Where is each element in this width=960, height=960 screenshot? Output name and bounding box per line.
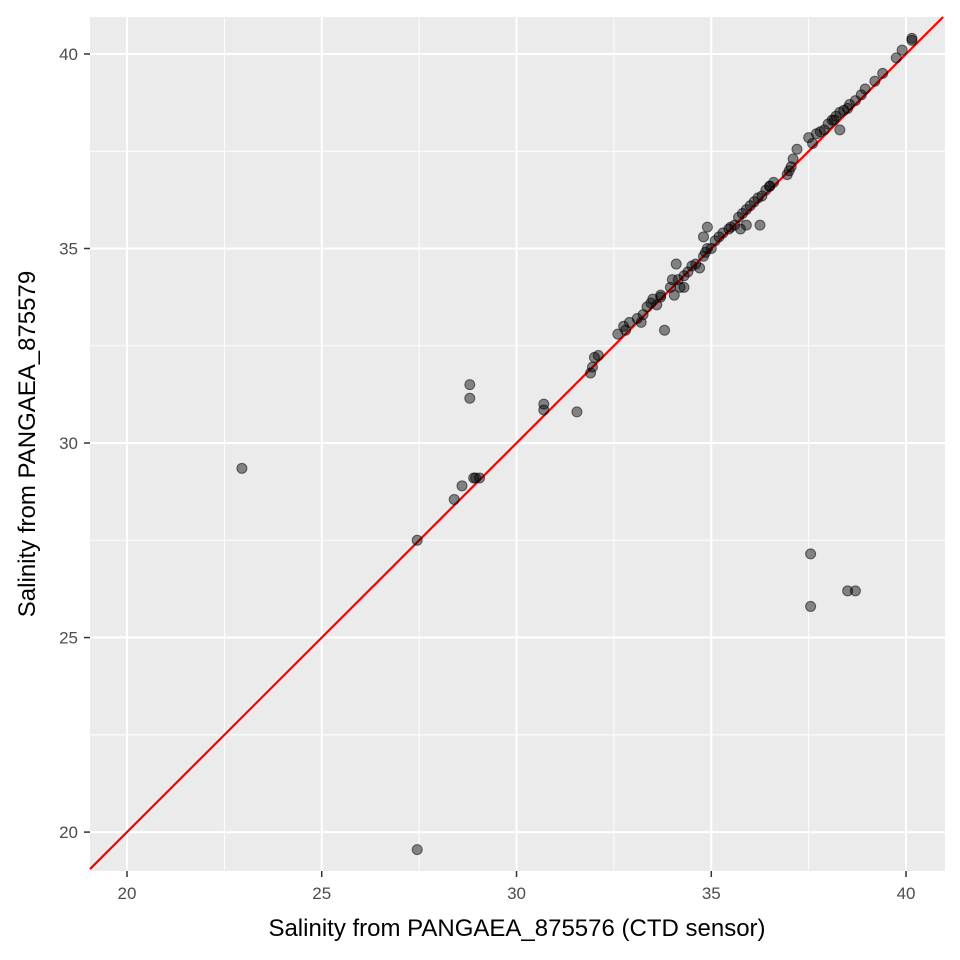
data-point (787, 153, 799, 165)
data-point (906, 32, 918, 44)
data-point (869, 75, 881, 87)
data-point (740, 219, 752, 231)
data-point (877, 67, 889, 79)
data-point (855, 89, 867, 101)
data-point (709, 235, 721, 247)
data-point (717, 227, 729, 239)
y-tick-label: 40 (59, 45, 78, 64)
data-point (571, 406, 583, 418)
data-point (748, 196, 760, 208)
data-point (448, 493, 460, 505)
data-point (744, 200, 756, 212)
data-point (470, 472, 482, 484)
data-point (682, 266, 694, 278)
data-point (725, 221, 737, 233)
data-point (740, 204, 752, 216)
axis-tick-labels: 20 25 30 35 40 20 25 30 35 40 (59, 45, 915, 903)
x-tick-label: 30 (507, 884, 526, 903)
data-point (697, 231, 709, 243)
data-point (791, 143, 803, 155)
data-point (859, 83, 871, 95)
y-tick-label: 30 (59, 434, 78, 453)
data-point (830, 110, 842, 122)
x-tick-label: 35 (702, 884, 721, 903)
data-point (701, 242, 713, 254)
x-tick-label: 25 (312, 884, 331, 903)
y-tick-label: 20 (59, 823, 78, 842)
y-tick-label: 35 (59, 239, 78, 258)
data-point (674, 281, 686, 293)
x-tick-label: 40 (897, 884, 916, 903)
data-point (713, 231, 725, 243)
data-points (236, 32, 918, 856)
data-point (668, 289, 680, 301)
data-point (723, 223, 735, 235)
data-point (464, 379, 476, 391)
data-point (236, 462, 248, 474)
data-point (592, 349, 604, 361)
data-point (670, 258, 682, 270)
data-point (756, 190, 768, 202)
data-point (701, 221, 713, 233)
data-point (631, 313, 643, 325)
data-point (586, 361, 598, 373)
data-point (764, 180, 776, 192)
data-point (736, 207, 748, 219)
data-point (655, 289, 667, 301)
data-point (678, 270, 690, 282)
data-point (456, 480, 468, 492)
data-point (844, 99, 856, 111)
identity-reference-line (89, 16, 944, 870)
data-point (678, 281, 690, 293)
axis-ticks (84, 53, 907, 877)
data-point (842, 585, 854, 597)
data-point (822, 118, 834, 130)
data-point (694, 262, 706, 274)
data-point (733, 211, 745, 223)
data-point (803, 132, 815, 144)
data-point (411, 534, 423, 546)
y-axis-title: Salinity from PANGAEA_875579 (14, 271, 41, 617)
data-point (896, 44, 908, 56)
data-point (585, 367, 597, 379)
data-point (818, 124, 830, 136)
data-point (620, 324, 632, 336)
y-tick-label: 25 (59, 629, 78, 648)
reference-line-layer (89, 16, 944, 870)
data-point (805, 600, 817, 612)
data-point (464, 392, 476, 404)
data-point (807, 137, 819, 149)
data-point (768, 176, 780, 188)
data-point (474, 472, 486, 484)
data-point (666, 274, 678, 286)
data-point (849, 585, 861, 597)
data-point (690, 258, 702, 270)
x-axis-title: Salinity from PANGAEA_875576 (CTD sensor… (268, 915, 765, 942)
data-point (890, 52, 902, 64)
data-point (783, 165, 795, 177)
data-point (805, 548, 817, 560)
data-point (538, 404, 550, 416)
x-tick-label: 20 (118, 884, 137, 903)
data-point (834, 124, 846, 136)
data-point (754, 219, 766, 231)
data-point (538, 398, 550, 410)
data-point (659, 324, 671, 336)
data-point (760, 184, 772, 196)
data-point (411, 844, 423, 856)
